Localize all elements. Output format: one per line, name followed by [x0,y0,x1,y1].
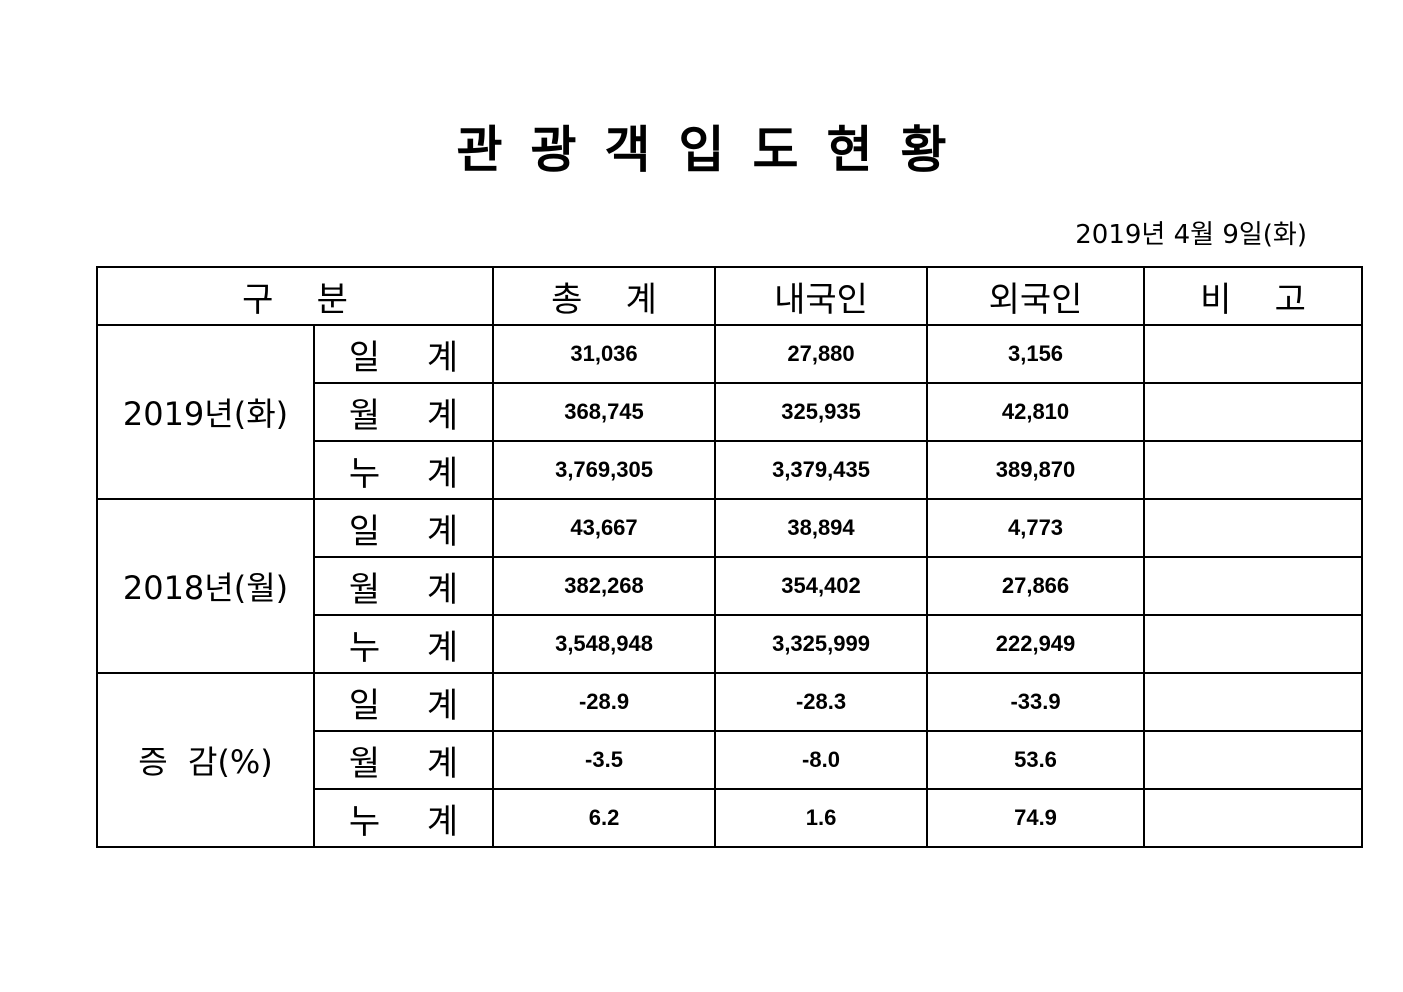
domestic-cell: 354,402 [714,556,929,616]
page-title: 관광객입도현황 [456,121,975,179]
domestic-cell: 1.6 [714,788,929,848]
domestic-cell: 38,894 [714,498,929,558]
foreign-cell: 389,870 [926,440,1146,500]
period-label: 일 계 [312,498,495,558]
table-row: 월 계 382,268 354,402 27,866 [97,556,1364,616]
foreign-cell: 222,949 [926,614,1146,674]
period-label: 누 계 [312,440,495,500]
tourist-arrivals-table: 구 분 총 계 내국인 외국인 비 고 2019년(화) 일 계 31,036 27,… [95,266,1364,848]
period-label: 일 계 [312,324,495,384]
header-category: 구 분 [95,266,495,326]
table-row: 2019년(화) 일 계 31,036 27,880 3,156 [96,324,1364,500]
note-cell [1143,788,1364,848]
header-domestic: 내국인 [714,266,929,326]
domestic-cell: -28.3 [714,672,929,732]
total-cell: -28.9 [492,672,717,732]
total-cell: -3.5 [492,730,717,790]
domestic-cell: -8.0 [714,730,929,790]
group-label: 2019년(화) [96,324,315,500]
table-row: 월 계 368,745 325,935 42,810 [97,382,1364,442]
note-cell [1143,614,1364,674]
total-cell: 382,268 [492,556,717,616]
total-cell: 3,769,305 [492,440,717,500]
foreign-cell: 4,773 [926,498,1146,558]
total-cell: 368,745 [492,382,717,442]
report-date: 2019년 4월 9일(화) [1075,220,1307,250]
note-cell [1143,498,1364,558]
period-label: 누 계 [312,614,495,674]
foreign-cell: 42,810 [926,382,1146,442]
total-cell: 43,667 [492,498,717,558]
note-cell [1143,440,1364,500]
foreign-cell: 27,866 [926,556,1146,616]
note-cell [1143,730,1364,790]
total-cell: 31,036 [492,324,717,384]
table-row: 증 감(%) 일 계 -28.9 -28.3 -33.9 [96,672,1364,848]
period-label: 일 계 [312,672,495,732]
period-label: 누 계 [312,788,495,848]
domestic-cell: 27,880 [714,324,929,384]
foreign-cell: 3,156 [926,324,1146,384]
domestic-cell: 3,325,999 [714,614,929,674]
table-row: 누 계 6.2 1.6 74.9 [97,788,1364,848]
header-foreign: 외국인 [926,266,1146,326]
domestic-cell: 325,935 [714,382,929,442]
note-cell [1143,324,1364,384]
foreign-cell: 74.9 [926,788,1146,848]
domestic-cell: 3,379,435 [714,440,929,500]
note-cell [1143,556,1364,616]
total-cell: 6.2 [492,788,717,848]
table-row: 2018년(월) 일 계 43,667 38,894 4,773 [96,498,1364,674]
total-cell: 3,548,948 [492,614,717,674]
foreign-cell: -33.9 [926,672,1146,732]
table-row: 누 계 3,548,948 3,325,999 222,949 [97,614,1364,674]
header-note: 비 고 [1143,266,1364,326]
foreign-cell: 53.6 [926,730,1146,790]
note-cell [1143,382,1364,442]
header-row: 구 분 총 계 내국인 외국인 비 고 [95,266,1364,326]
group-label: 2018년(월) [96,498,315,674]
period-label: 월 계 [312,382,495,442]
table-row: 누 계 3,769,305 3,379,435 389,870 [97,440,1364,500]
period-label: 월 계 [312,556,495,616]
header-total: 총 계 [492,266,717,326]
table-row: 월 계 -3.5 -8.0 53.6 [97,730,1364,790]
period-label: 월 계 [312,730,495,790]
note-cell [1143,672,1364,732]
group-label: 증 감(%) [96,672,315,848]
